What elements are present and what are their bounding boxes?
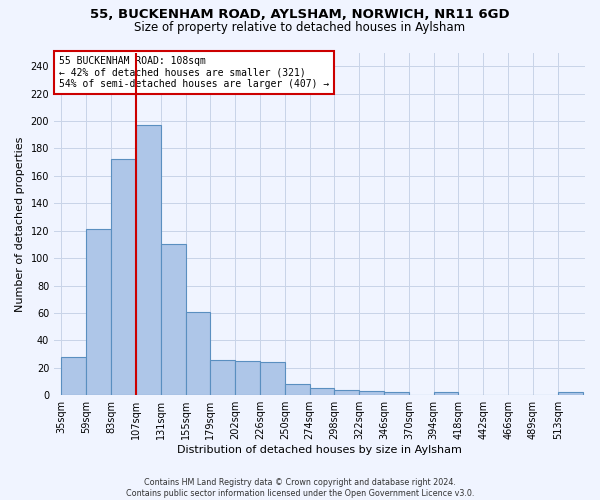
Bar [86, 230, 111, 395]
Bar [161, 244, 185, 395]
Bar [235, 361, 260, 395]
Bar [384, 392, 409, 395]
Bar [310, 388, 334, 395]
Bar [260, 362, 285, 395]
Bar [61, 357, 86, 395]
Bar [558, 392, 583, 395]
Text: Size of property relative to detached houses in Aylsham: Size of property relative to detached ho… [134, 21, 466, 34]
X-axis label: Distribution of detached houses by size in Aylsham: Distribution of detached houses by size … [177, 445, 462, 455]
Y-axis label: Number of detached properties: Number of detached properties [15, 136, 25, 312]
Bar [211, 360, 235, 395]
Bar [334, 390, 359, 395]
Text: 55, BUCKENHAM ROAD, AYLSHAM, NORWICH, NR11 6GD: 55, BUCKENHAM ROAD, AYLSHAM, NORWICH, NR… [90, 8, 510, 20]
Bar [185, 312, 211, 395]
Bar [136, 125, 161, 395]
Text: 55 BUCKENHAM ROAD: 108sqm
← 42% of detached houses are smaller (321)
54% of semi: 55 BUCKENHAM ROAD: 108sqm ← 42% of detac… [59, 56, 329, 89]
Bar [359, 391, 384, 395]
Bar [434, 392, 458, 395]
Bar [111, 160, 136, 395]
Text: Contains HM Land Registry data © Crown copyright and database right 2024.
Contai: Contains HM Land Registry data © Crown c… [126, 478, 474, 498]
Bar [285, 384, 310, 395]
